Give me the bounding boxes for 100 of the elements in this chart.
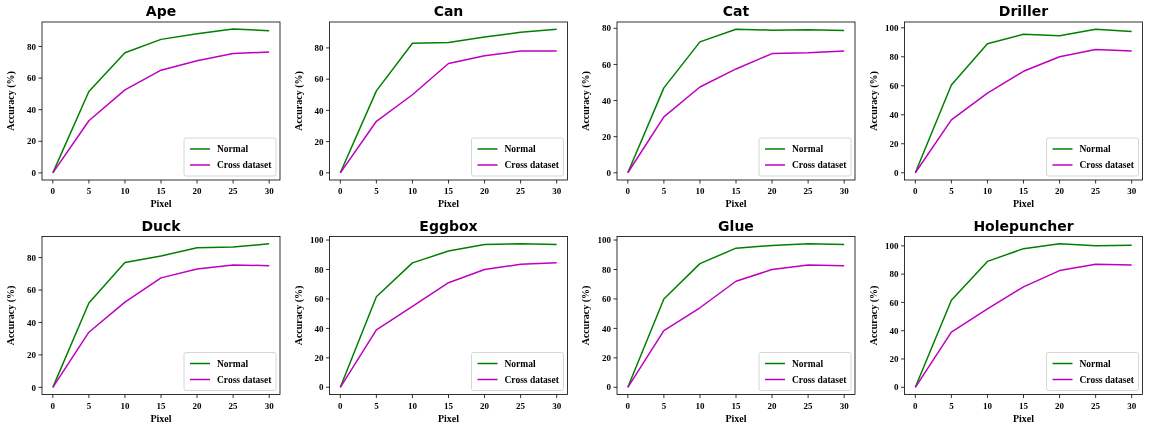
legend-label: Cross dataset (792, 160, 848, 171)
y-tick-label: 100 (885, 22, 899, 33)
x-tick-label: 15 (444, 400, 454, 411)
x-tick-label: 10 (982, 400, 993, 411)
line-series (339, 50, 558, 174)
y-tick-label: 0 (606, 167, 612, 178)
legend-label: Normal (792, 358, 824, 369)
x-tick-label: 10 (120, 400, 130, 411)
y-tick-label: 20 (602, 352, 612, 363)
x-tick-label: 15 (731, 186, 741, 196)
x-tick-label: 5 (661, 186, 667, 196)
y-tick-label: 40 (314, 105, 324, 116)
y-tick-label: 0 (31, 382, 37, 393)
legend-label: Cross dataset (504, 160, 560, 171)
y-tick-label: 20 (314, 352, 324, 363)
legend-label: Normal (1079, 144, 1111, 155)
x-tick-label: 10 (407, 400, 418, 411)
x-tick-label: 10 (120, 186, 130, 196)
x-tick-label: 10 (695, 400, 705, 411)
x-tick-label: 30 (552, 186, 562, 196)
legend-label: Cross dataset (217, 160, 273, 171)
x-axis-title: Pixel (150, 412, 172, 424)
x-tick-label: 10 (695, 186, 705, 196)
x-axis-title: Pixel (437, 198, 460, 209)
x-tick-label: 30 (1127, 186, 1137, 196)
y-tick-label: 100 (310, 235, 324, 246)
legend-label: Cross dataset (1079, 374, 1135, 385)
y-tick-label: 80 (27, 41, 37, 52)
y-tick-label: 40 (889, 109, 899, 120)
line-series (52, 28, 270, 174)
y-tick-label: 40 (27, 104, 37, 115)
chart-title: Cat (722, 3, 750, 19)
x-tick-label: 25 (803, 186, 814, 196)
chart-title: Duck (141, 217, 182, 234)
legend-label: Normal (792, 144, 824, 155)
y-tick-label: 60 (602, 59, 612, 70)
y-axis-title: Accuracy (%) (292, 71, 305, 131)
y-tick-label: 60 (27, 73, 37, 84)
x-tick-label: 0 (50, 400, 56, 411)
y-tick-label: 0 (606, 382, 612, 393)
legend-label: Normal (217, 144, 249, 155)
y-tick-label: 40 (602, 95, 612, 106)
x-tick-label: 5 (949, 186, 955, 196)
y-tick-label: 20 (889, 354, 899, 365)
legend-label: Cross dataset (217, 374, 273, 385)
y-axis-title: Accuracy (%) (580, 285, 592, 346)
x-axis-title: Pixel (437, 412, 460, 424)
x-axis-title: Pixel (150, 198, 172, 209)
y-tick-label: 60 (314, 74, 324, 85)
y-axis-title: Accuracy (%) (580, 71, 592, 131)
chart-title: Eggbox (419, 217, 478, 234)
y-tick-label: 80 (602, 23, 612, 34)
x-tick-label: 15 (156, 400, 166, 411)
legend-label: Cross dataset (792, 374, 848, 385)
x-tick-label: 30 (1127, 400, 1137, 411)
x-tick-label: 20 (192, 400, 203, 411)
x-tick-label: 20 (480, 400, 490, 411)
y-tick-label: 0 (319, 167, 324, 178)
y-tick-label: 0 (894, 167, 899, 178)
y-tick-label: 0 (894, 382, 899, 393)
y-tick-label: 40 (889, 325, 899, 336)
x-tick-label: 20 (1055, 400, 1065, 411)
x-tick-label: 15 (1019, 186, 1029, 196)
y-tick-label: 60 (889, 80, 899, 91)
y-tick-label: 40 (602, 323, 612, 334)
x-tick-label: 5 (86, 186, 92, 196)
y-tick-label: 80 (27, 252, 37, 263)
y-tick-label: 60 (27, 285, 37, 296)
y-tick-label: 20 (314, 136, 324, 147)
y-tick-label: 40 (27, 317, 37, 328)
x-tick-label: 0 (338, 186, 344, 196)
y-tick-label: 100 (597, 235, 612, 246)
x-tick-label: 25 (516, 400, 526, 411)
y-axis-title: Accuracy (%) (867, 285, 880, 346)
legend-label: Normal (504, 358, 536, 369)
y-tick-label: 40 (314, 323, 324, 334)
x-tick-label: 0 (50, 186, 56, 196)
chart-title: Glue (718, 217, 754, 234)
y-axis-title: Accuracy (%) (292, 285, 305, 346)
x-tick-label: 25 (1091, 186, 1101, 196)
x-axis-title: Pixel (725, 412, 747, 424)
x-tick-label: 5 (949, 400, 955, 411)
x-tick-label: 30 (839, 186, 850, 196)
x-tick-label: 0 (913, 400, 919, 411)
y-axis-title: Accuracy (%) (5, 285, 17, 346)
y-tick-label: 100 (885, 240, 899, 251)
y-tick-label: 20 (27, 136, 37, 147)
y-tick-label: 20 (602, 131, 612, 142)
legend-label: Cross dataset (1079, 160, 1135, 171)
line-series (627, 50, 845, 174)
x-tick-label: 0 (913, 186, 919, 196)
line-series (52, 51, 270, 174)
x-tick-label: 25 (228, 400, 239, 411)
y-tick-label: 60 (314, 294, 324, 305)
x-tick-label: 20 (192, 186, 203, 196)
x-tick-label: 15 (1019, 400, 1029, 411)
x-axis-title: Pixel (1012, 198, 1035, 209)
legend-label: Normal (504, 144, 536, 155)
x-axis-title: Pixel (1012, 412, 1035, 424)
x-tick-label: 10 (407, 186, 418, 196)
